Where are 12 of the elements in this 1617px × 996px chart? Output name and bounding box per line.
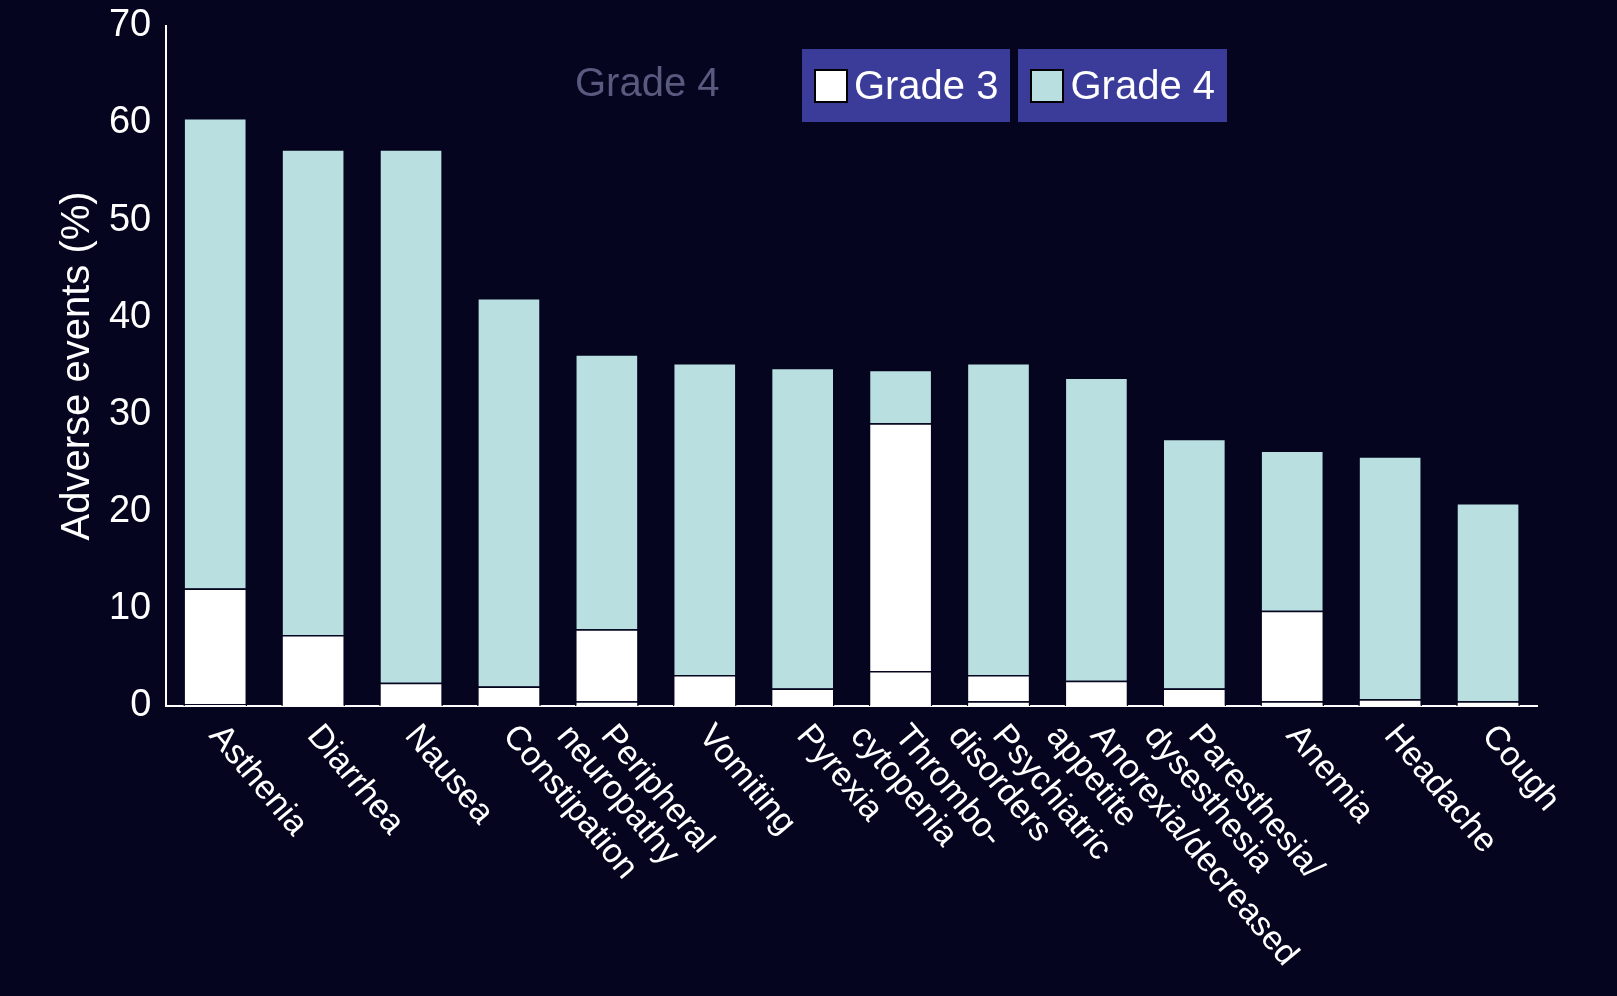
legend-label: Grade 3 xyxy=(853,63,999,108)
y-tick-label: 10 xyxy=(108,585,152,628)
legend-label: Grade 4 xyxy=(1070,63,1215,108)
y-tick-label: 20 xyxy=(108,488,152,531)
y-tick-label: 40 xyxy=(108,293,152,336)
y-axis-title: Adverse events (%) xyxy=(53,191,98,541)
y-tick-label: 70 xyxy=(108,2,152,45)
annotation: Grade 4 xyxy=(575,60,720,104)
y-tick-label: 30 xyxy=(108,390,152,433)
y-tick-label: 0 xyxy=(130,682,152,725)
y-tick-label: 50 xyxy=(108,196,152,239)
y-tick-label: 60 xyxy=(108,99,152,142)
